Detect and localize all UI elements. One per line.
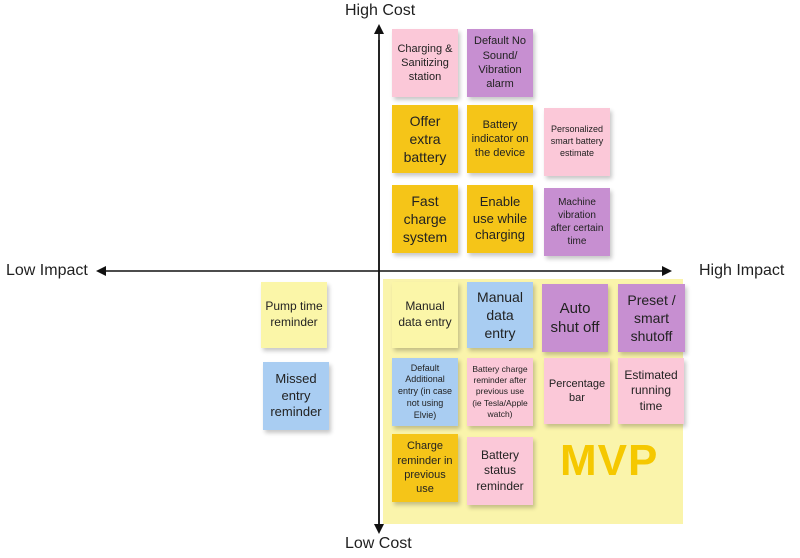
- axis-label-high-impact: High Impact: [699, 262, 785, 279]
- sticky-note-default-alarm[interactable]: Default No Sound/ Vibration alarm: [467, 29, 533, 97]
- note-text: Machine vibration after certain time: [550, 197, 604, 247]
- sticky-note-battery-charge-reminder[interactable]: Battery charge reminder after previous u…: [467, 358, 533, 426]
- note-text: Auto shut off: [550, 299, 600, 337]
- note-text: Estimated running time: [624, 367, 678, 413]
- sticky-note-fast-charge[interactable]: Fast charge system: [392, 185, 458, 253]
- note-text: Default No Sound/ Vibration alarm: [474, 35, 526, 91]
- note-text: Charging & Sanitizing station: [397, 42, 453, 84]
- sticky-note-percentage-bar[interactable]: Percentage bar: [544, 358, 610, 424]
- axis-label-low-impact: Low Impact: [6, 262, 88, 279]
- note-text: Offer extra battery: [403, 112, 447, 166]
- note-text: Manual data entry: [477, 288, 523, 342]
- note-text: Pump time reminder: [265, 299, 323, 329]
- sticky-note-smart-battery-estimate[interactable]: Personalized smart battery estimate: [544, 108, 610, 176]
- note-text: Battery indicator on the device: [471, 118, 529, 160]
- sticky-note-charging-station[interactable]: Charging & Sanitizing station: [392, 29, 458, 97]
- sticky-note-manual-data-entry[interactable]: Manual data entry: [392, 282, 458, 348]
- sticky-note-preset-smart-shutoff[interactable]: Preset / smart shutoff: [618, 284, 685, 352]
- axis-label-low-cost: Low Cost: [345, 535, 412, 552]
- sticky-note-battery-status-reminder[interactable]: Battery status reminder: [467, 437, 533, 505]
- note-text: Percentage bar: [548, 377, 606, 404]
- axis-label-high-cost: High Cost: [345, 2, 416, 19]
- note-text: Default Additional entry (in case not us…: [397, 362, 453, 420]
- note-text: Personalized smart battery estimate: [550, 124, 604, 158]
- sticky-note-extra-battery[interactable]: Offer extra battery: [392, 105, 458, 173]
- note-text: Enable use while charging: [472, 193, 528, 243]
- note-text: Manual data entry: [398, 299, 452, 329]
- sticky-note-auto-shut-off[interactable]: Auto shut off: [542, 284, 608, 352]
- sticky-note-manual-data-entry-blue[interactable]: Manual data entry: [467, 282, 533, 348]
- mvp-label: MVP: [560, 436, 659, 485]
- note-text: Missed entry reminder: [270, 370, 322, 420]
- sticky-note-default-additional-entry[interactable]: Default Additional entry (in case not us…: [392, 358, 458, 426]
- note-text: Battery charge reminder after previous u…: [472, 364, 528, 419]
- note-text: Battery status reminder: [476, 447, 524, 493]
- sticky-note-battery-indicator[interactable]: Battery indicator on the device: [467, 105, 533, 173]
- sticky-note-use-while-charging[interactable]: Enable use while charging: [467, 185, 533, 253]
- sticky-note-missed-entry-reminder[interactable]: Missed entry reminder: [263, 362, 329, 430]
- sticky-note-machine-vibration[interactable]: Machine vibration after certain time: [544, 188, 610, 256]
- note-text: Fast charge system: [402, 192, 448, 246]
- note-text: Charge reminder in previous use: [397, 440, 453, 496]
- note-text: Preset / smart shutoff: [627, 291, 676, 345]
- sticky-note-charge-reminder[interactable]: Charge reminder in previous use: [392, 434, 458, 502]
- sticky-note-estimated-running-time[interactable]: Estimated running time: [618, 358, 684, 424]
- sticky-note-pump-time-reminder[interactable]: Pump time reminder: [261, 282, 327, 348]
